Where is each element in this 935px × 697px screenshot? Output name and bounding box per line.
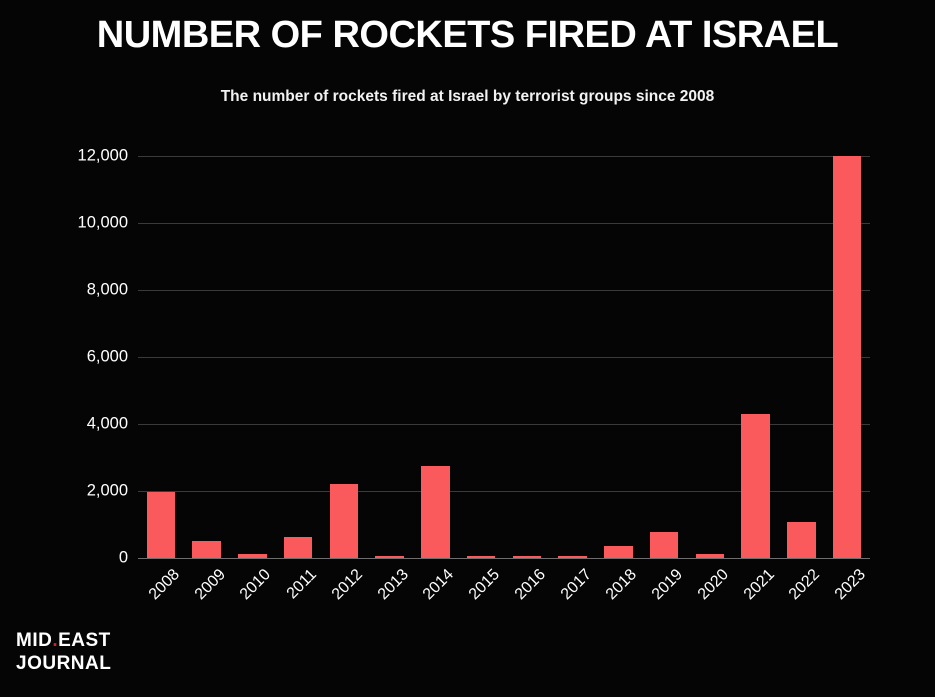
x-axis: 2008 2009 2010 2011 2012 2013 2014 2015 2016 2017… xyxy=(138,560,870,630)
x-axis-tick-label: 2017 xyxy=(557,566,595,604)
bar-2012 xyxy=(329,484,359,558)
gridline xyxy=(138,156,870,157)
gridline xyxy=(138,491,870,492)
x-axis-tick-label: 2010 xyxy=(237,566,275,604)
logo-text-journal: JOURNAL xyxy=(16,653,112,674)
bar-2019 xyxy=(649,531,679,558)
logo-text-east: EAST xyxy=(58,630,111,651)
bar-2018 xyxy=(604,545,633,558)
x-axis-tick-label: 2009 xyxy=(191,566,229,604)
x-axis-tick-label: 2019 xyxy=(648,566,687,604)
bar-2010 xyxy=(238,553,267,558)
bar-2021 xyxy=(741,413,770,558)
bar-2013 xyxy=(375,556,404,558)
x-axis-tick-label: 2015 xyxy=(465,566,504,604)
gridline xyxy=(138,357,870,358)
logo-dot: . xyxy=(52,630,59,651)
x-axis-tick-label: 2020 xyxy=(694,566,732,604)
bar-2014 xyxy=(421,465,450,558)
x-axis-tick-label: 2011 xyxy=(283,566,321,603)
logo-text-mid: MID xyxy=(16,630,53,651)
x-axis-tick-label: 2023 xyxy=(831,566,870,604)
bar-2016 xyxy=(512,556,542,558)
brand-logo: MID.EAST JOURNAL xyxy=(16,629,111,675)
bar-2023 xyxy=(832,156,862,558)
x-axis-tick-label: 2018 xyxy=(603,566,641,604)
x-axis-tick-label: 2021 xyxy=(740,566,778,604)
gridline xyxy=(138,290,870,291)
bar-2020 xyxy=(695,554,725,558)
bar-2015 xyxy=(466,556,496,558)
y-axis-tick-label: 2,000 xyxy=(86,481,128,500)
x-axis-tick-label: 2008 xyxy=(145,566,183,604)
y-axis-tick-label: 0 xyxy=(118,548,128,567)
y-axis-tick-label: 12,000 xyxy=(77,146,128,165)
plot-area xyxy=(138,156,870,559)
y-axis-tick-label: 8,000 xyxy=(86,280,128,299)
bar-2022 xyxy=(787,521,816,558)
y-axis-tick-label: 10,000 xyxy=(77,213,128,232)
y-axis-tick-label: 6,000 xyxy=(86,347,128,366)
gridline xyxy=(138,424,870,425)
x-axis-tick-label: 2013 xyxy=(374,566,412,604)
bar-2017 xyxy=(558,556,587,558)
x-axis-tick-label: 2022 xyxy=(786,566,824,604)
chart-title: NUMBER OF ROCKETS FIRED AT ISRAEL xyxy=(96,14,839,56)
x-axis-baseline xyxy=(138,558,870,559)
chart-subtitle: The number of rockets fired at Israel by… xyxy=(220,88,715,105)
x-axis-tick-label: 2012 xyxy=(328,566,366,604)
x-axis-tick-label: 2014 xyxy=(420,566,458,604)
bar-2009 xyxy=(192,541,221,558)
y-axis-tick-label: 4,000 xyxy=(86,414,128,433)
y-axis: 0 2,000 4,000 6,000 8,000 10,000 12,000 xyxy=(18,0,128,697)
gridline xyxy=(138,223,870,224)
x-axis-tick-label: 2016 xyxy=(511,566,549,604)
bar-2011 xyxy=(283,536,313,558)
bar-2008 xyxy=(146,491,176,558)
